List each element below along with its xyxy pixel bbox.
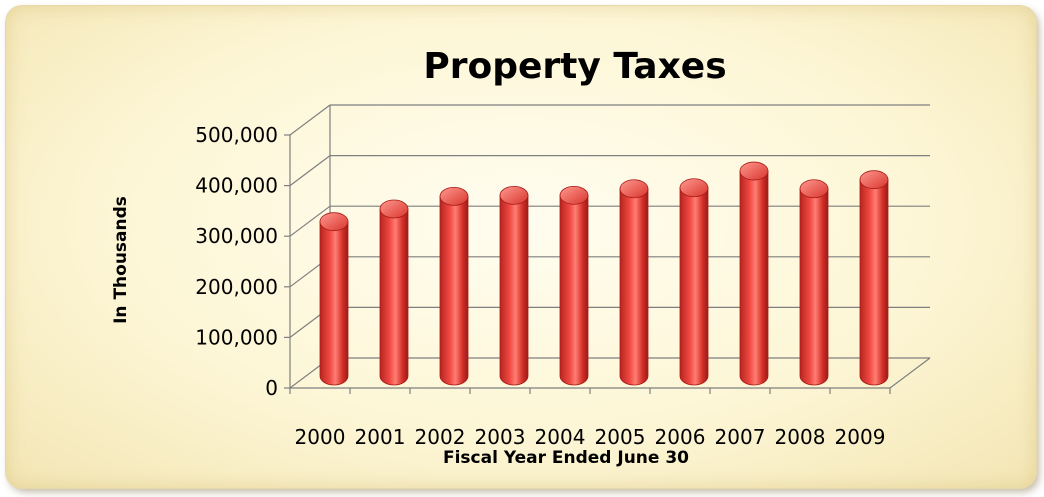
bar-cap	[859, 170, 889, 190]
x-tick-label: 2005	[595, 425, 646, 449]
bar-body	[679, 187, 709, 386]
y-tick-label: 100,000	[195, 325, 278, 349]
bar-body	[859, 179, 889, 386]
bar-cap	[559, 185, 589, 205]
bar	[379, 199, 409, 386]
bar-body	[799, 188, 829, 386]
chart-title: Property Taxes	[423, 46, 726, 87]
y-tick-label: 500,000	[195, 123, 278, 147]
bar	[499, 185, 529, 386]
floor-edge	[889, 357, 931, 389]
bar-cap	[619, 179, 649, 199]
gridline-diagonal	[289, 155, 331, 187]
bar	[319, 212, 349, 386]
x-tick-label: 2008	[775, 425, 826, 449]
bar-cap	[739, 161, 769, 181]
bar-cap	[799, 179, 829, 199]
bar	[619, 179, 649, 386]
bar	[739, 161, 769, 386]
bar-body	[379, 208, 409, 386]
y-tick-label: 400,000	[195, 174, 278, 198]
y-tick-label: 300,000	[195, 224, 278, 248]
x-tick-label: 2001	[355, 425, 406, 449]
bar-cap	[679, 178, 709, 198]
x-tick-label: 2000	[295, 425, 346, 449]
y-tick-label: 0	[265, 376, 278, 400]
y-tick-label: 200,000	[195, 275, 278, 299]
bar-body	[739, 170, 769, 386]
x-tick-label: 2003	[475, 425, 526, 449]
bar-body	[439, 195, 469, 386]
x-tick-label: 2007	[715, 425, 766, 449]
x-axis-title: Fiscal Year Ended June 30	[443, 448, 689, 468]
x-tick-label: 2002	[415, 425, 466, 449]
y-axis-ticks: 0 100,000 200,000 300,000 400,000 500,000	[195, 123, 278, 400]
x-tick-label: 2009	[835, 425, 886, 449]
bar-cap	[499, 185, 529, 205]
x-axis-ticks: 2000 2001 2002 2003 2004 2005 2006 2007 2008 2009	[289, 388, 891, 449]
bar	[679, 178, 709, 386]
bar	[799, 179, 829, 386]
y-axis-title: In Thousands	[111, 196, 131, 324]
bars	[319, 161, 889, 386]
bar	[439, 186, 469, 386]
bar-cap	[319, 212, 349, 232]
bar-body	[499, 194, 529, 386]
gridline-diagonal	[289, 104, 331, 136]
bar-cap	[379, 199, 409, 219]
bar-body	[559, 194, 589, 386]
x-tick-label: 2006	[655, 425, 706, 449]
bar-body	[319, 221, 349, 386]
bar-cap	[439, 186, 469, 206]
bar	[859, 170, 889, 386]
bar-body	[619, 188, 649, 386]
x-tick-label: 2004	[535, 425, 586, 449]
gridline-diagonal	[289, 205, 331, 237]
bar	[559, 185, 589, 386]
